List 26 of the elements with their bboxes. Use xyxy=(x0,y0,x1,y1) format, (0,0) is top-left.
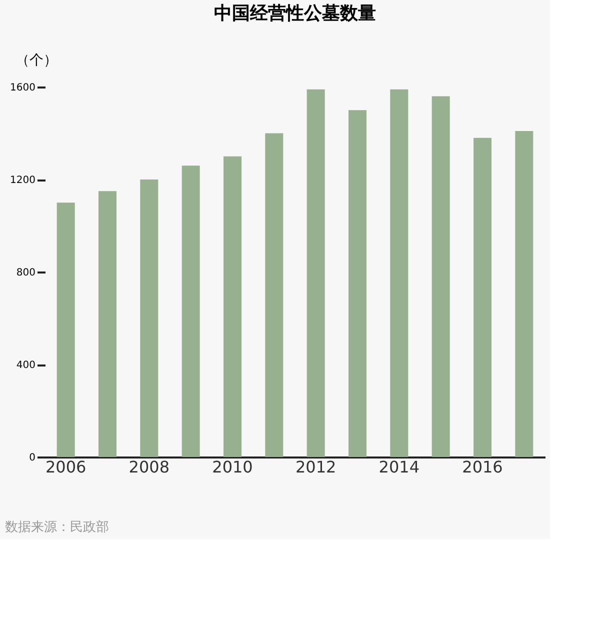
y-tick-label: 0 xyxy=(29,452,36,464)
y-axis-title: （个） xyxy=(16,52,58,68)
bar xyxy=(390,89,408,457)
bar xyxy=(348,110,366,457)
x-tick-label: 2016 xyxy=(462,458,503,476)
y-tick-label: 1600 xyxy=(10,82,36,94)
x-tick-label: 2008 xyxy=(128,458,170,476)
y-tick-label: 1200 xyxy=(10,175,36,186)
chart-title: 中国经营性公墓数量 xyxy=(214,3,376,24)
x-tick-label: 2014 xyxy=(378,458,420,476)
x-tick-label: 2010 xyxy=(212,458,253,476)
y-tick-label: 800 xyxy=(16,268,36,278)
bar xyxy=(224,156,242,457)
bar xyxy=(515,130,534,457)
bar xyxy=(306,89,325,457)
bar xyxy=(98,191,116,457)
bar xyxy=(265,133,284,457)
y-tick-label: 400 xyxy=(16,360,36,371)
x-tick-label: 2006 xyxy=(45,458,86,476)
x-tick-label: 2012 xyxy=(295,458,336,476)
bar xyxy=(432,96,450,457)
bar xyxy=(56,202,75,457)
bar xyxy=(474,138,492,457)
source-note: 数据来源：民政部 xyxy=(5,520,109,535)
bar xyxy=(140,180,158,457)
bar xyxy=(182,166,200,457)
